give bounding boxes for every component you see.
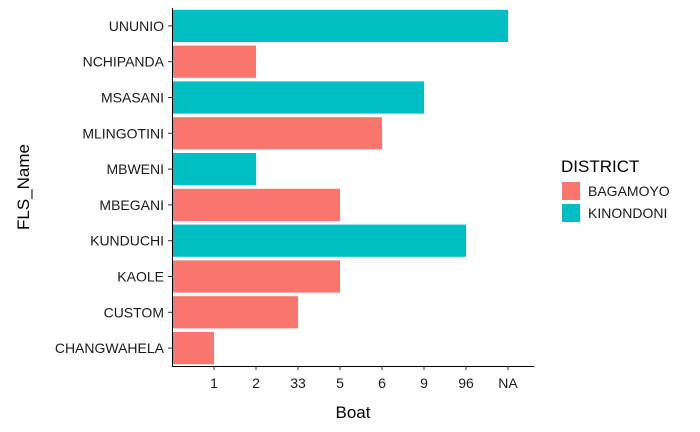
bar-mlingotini: [172, 117, 382, 150]
x-tick-label: 2: [252, 375, 260, 391]
y-tick-label: MSASANI: [101, 90, 164, 106]
x-tick-label: 1: [210, 375, 218, 391]
x-ticks: 1 2 33 5 6 9 96 NA: [210, 366, 518, 391]
bar-ununio: [172, 9, 508, 43]
bars: [172, 9, 508, 365]
x-tick-label: 5: [336, 375, 344, 391]
bar-msasani: [172, 81, 424, 114]
y-tick-label: MBEGANI: [99, 197, 164, 213]
legend: DISTRICT BAGAMOYO KINONDONI: [561, 157, 670, 222]
legend-label: BAGAMOYO: [588, 183, 670, 199]
y-tick-label: KAOLE: [117, 269, 164, 285]
x-tick-label: 33: [290, 375, 306, 391]
legend-items: BAGAMOYO KINONDONI: [562, 182, 670, 222]
bar-kunduchi: [172, 224, 466, 257]
x-tick-label: 96: [458, 375, 474, 391]
bar-nchipanda: [172, 45, 256, 78]
y-tick-label: NCHIPANDA: [83, 54, 165, 70]
y-tick-label: MLINGOTINI: [82, 125, 164, 141]
legend-label: KINONDONI: [588, 205, 667, 221]
bar-mbegani: [172, 188, 340, 222]
bar-changwahela: [172, 331, 214, 365]
x-axis-title: Boat: [336, 403, 371, 422]
x-tick-label: 9: [420, 375, 428, 391]
bar-kaole: [172, 260, 340, 293]
legend-title: DISTRICT: [561, 157, 639, 176]
y-tick-label: CUSTOM: [104, 304, 164, 320]
y-ticks: UNUNIO NCHIPANDA MSASANI MLINGOTINI MBWENI MB…: [55, 18, 172, 356]
y-tick-label: MBWENI: [106, 161, 164, 177]
bar-custom: [172, 296, 298, 329]
x-tick-label: NA: [498, 375, 518, 391]
y-tick-label: KUNDUCHI: [90, 233, 164, 249]
y-axis-title: FLS_Name: [14, 144, 33, 230]
y-tick-label: UNUNIO: [109, 18, 164, 34]
legend-swatch-bagamoyo: [562, 182, 580, 200]
legend-swatch-kinondoni: [562, 204, 580, 222]
y-tick-label: CHANGWAHELA: [55, 340, 165, 356]
x-tick-label: 6: [378, 375, 386, 391]
bar-mbweni: [172, 152, 256, 186]
